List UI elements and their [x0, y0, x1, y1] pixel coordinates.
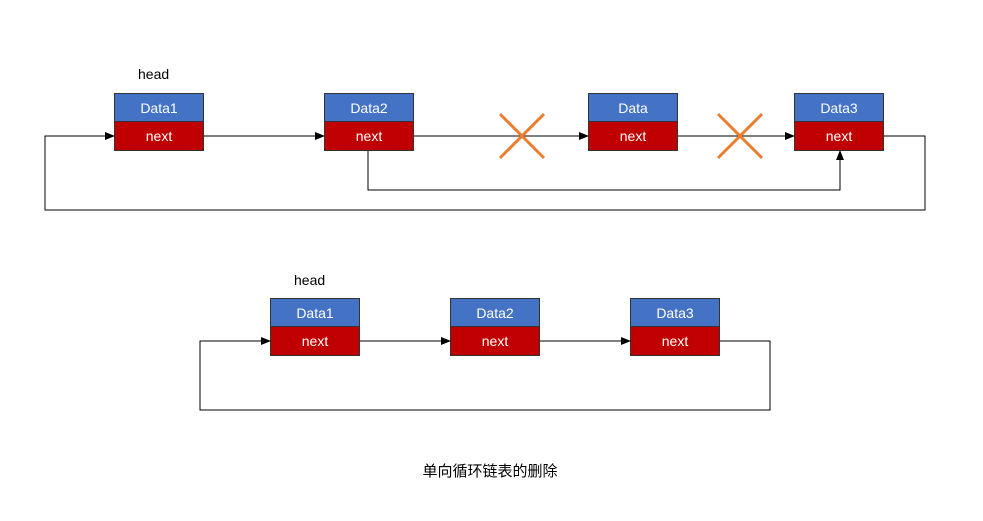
- arrow-bypass: [368, 151, 840, 190]
- node-next: next: [589, 122, 677, 150]
- node-t2: Data2 next: [324, 93, 414, 151]
- node-next: next: [451, 327, 539, 355]
- node-next: next: [795, 122, 883, 150]
- cross-icon: [500, 114, 544, 158]
- node-next: next: [115, 122, 203, 150]
- node-data: Data2: [325, 94, 413, 122]
- node-next: next: [325, 122, 413, 150]
- cross-icon: [718, 114, 762, 158]
- node-b3: Data3 next: [630, 298, 720, 356]
- diagram-caption: 单向循环链表的删除: [360, 460, 620, 481]
- node-b2: Data2 next: [450, 298, 540, 356]
- node-data: Data3: [795, 94, 883, 122]
- node-data: Data2: [451, 299, 539, 327]
- node-next: next: [271, 327, 359, 355]
- node-b1: Data1 next: [270, 298, 360, 356]
- node-data: Data: [589, 94, 677, 122]
- node-data: Data3: [631, 299, 719, 327]
- node-data: Data1: [115, 94, 203, 122]
- node-t4: Data3 next: [794, 93, 884, 151]
- head-label-bottom: head: [294, 272, 325, 288]
- node-data: Data1: [271, 299, 359, 327]
- node-t3: Data next: [588, 93, 678, 151]
- node-t1: Data1 next: [114, 93, 204, 151]
- head-label-top: head: [138, 66, 169, 82]
- node-next: next: [631, 327, 719, 355]
